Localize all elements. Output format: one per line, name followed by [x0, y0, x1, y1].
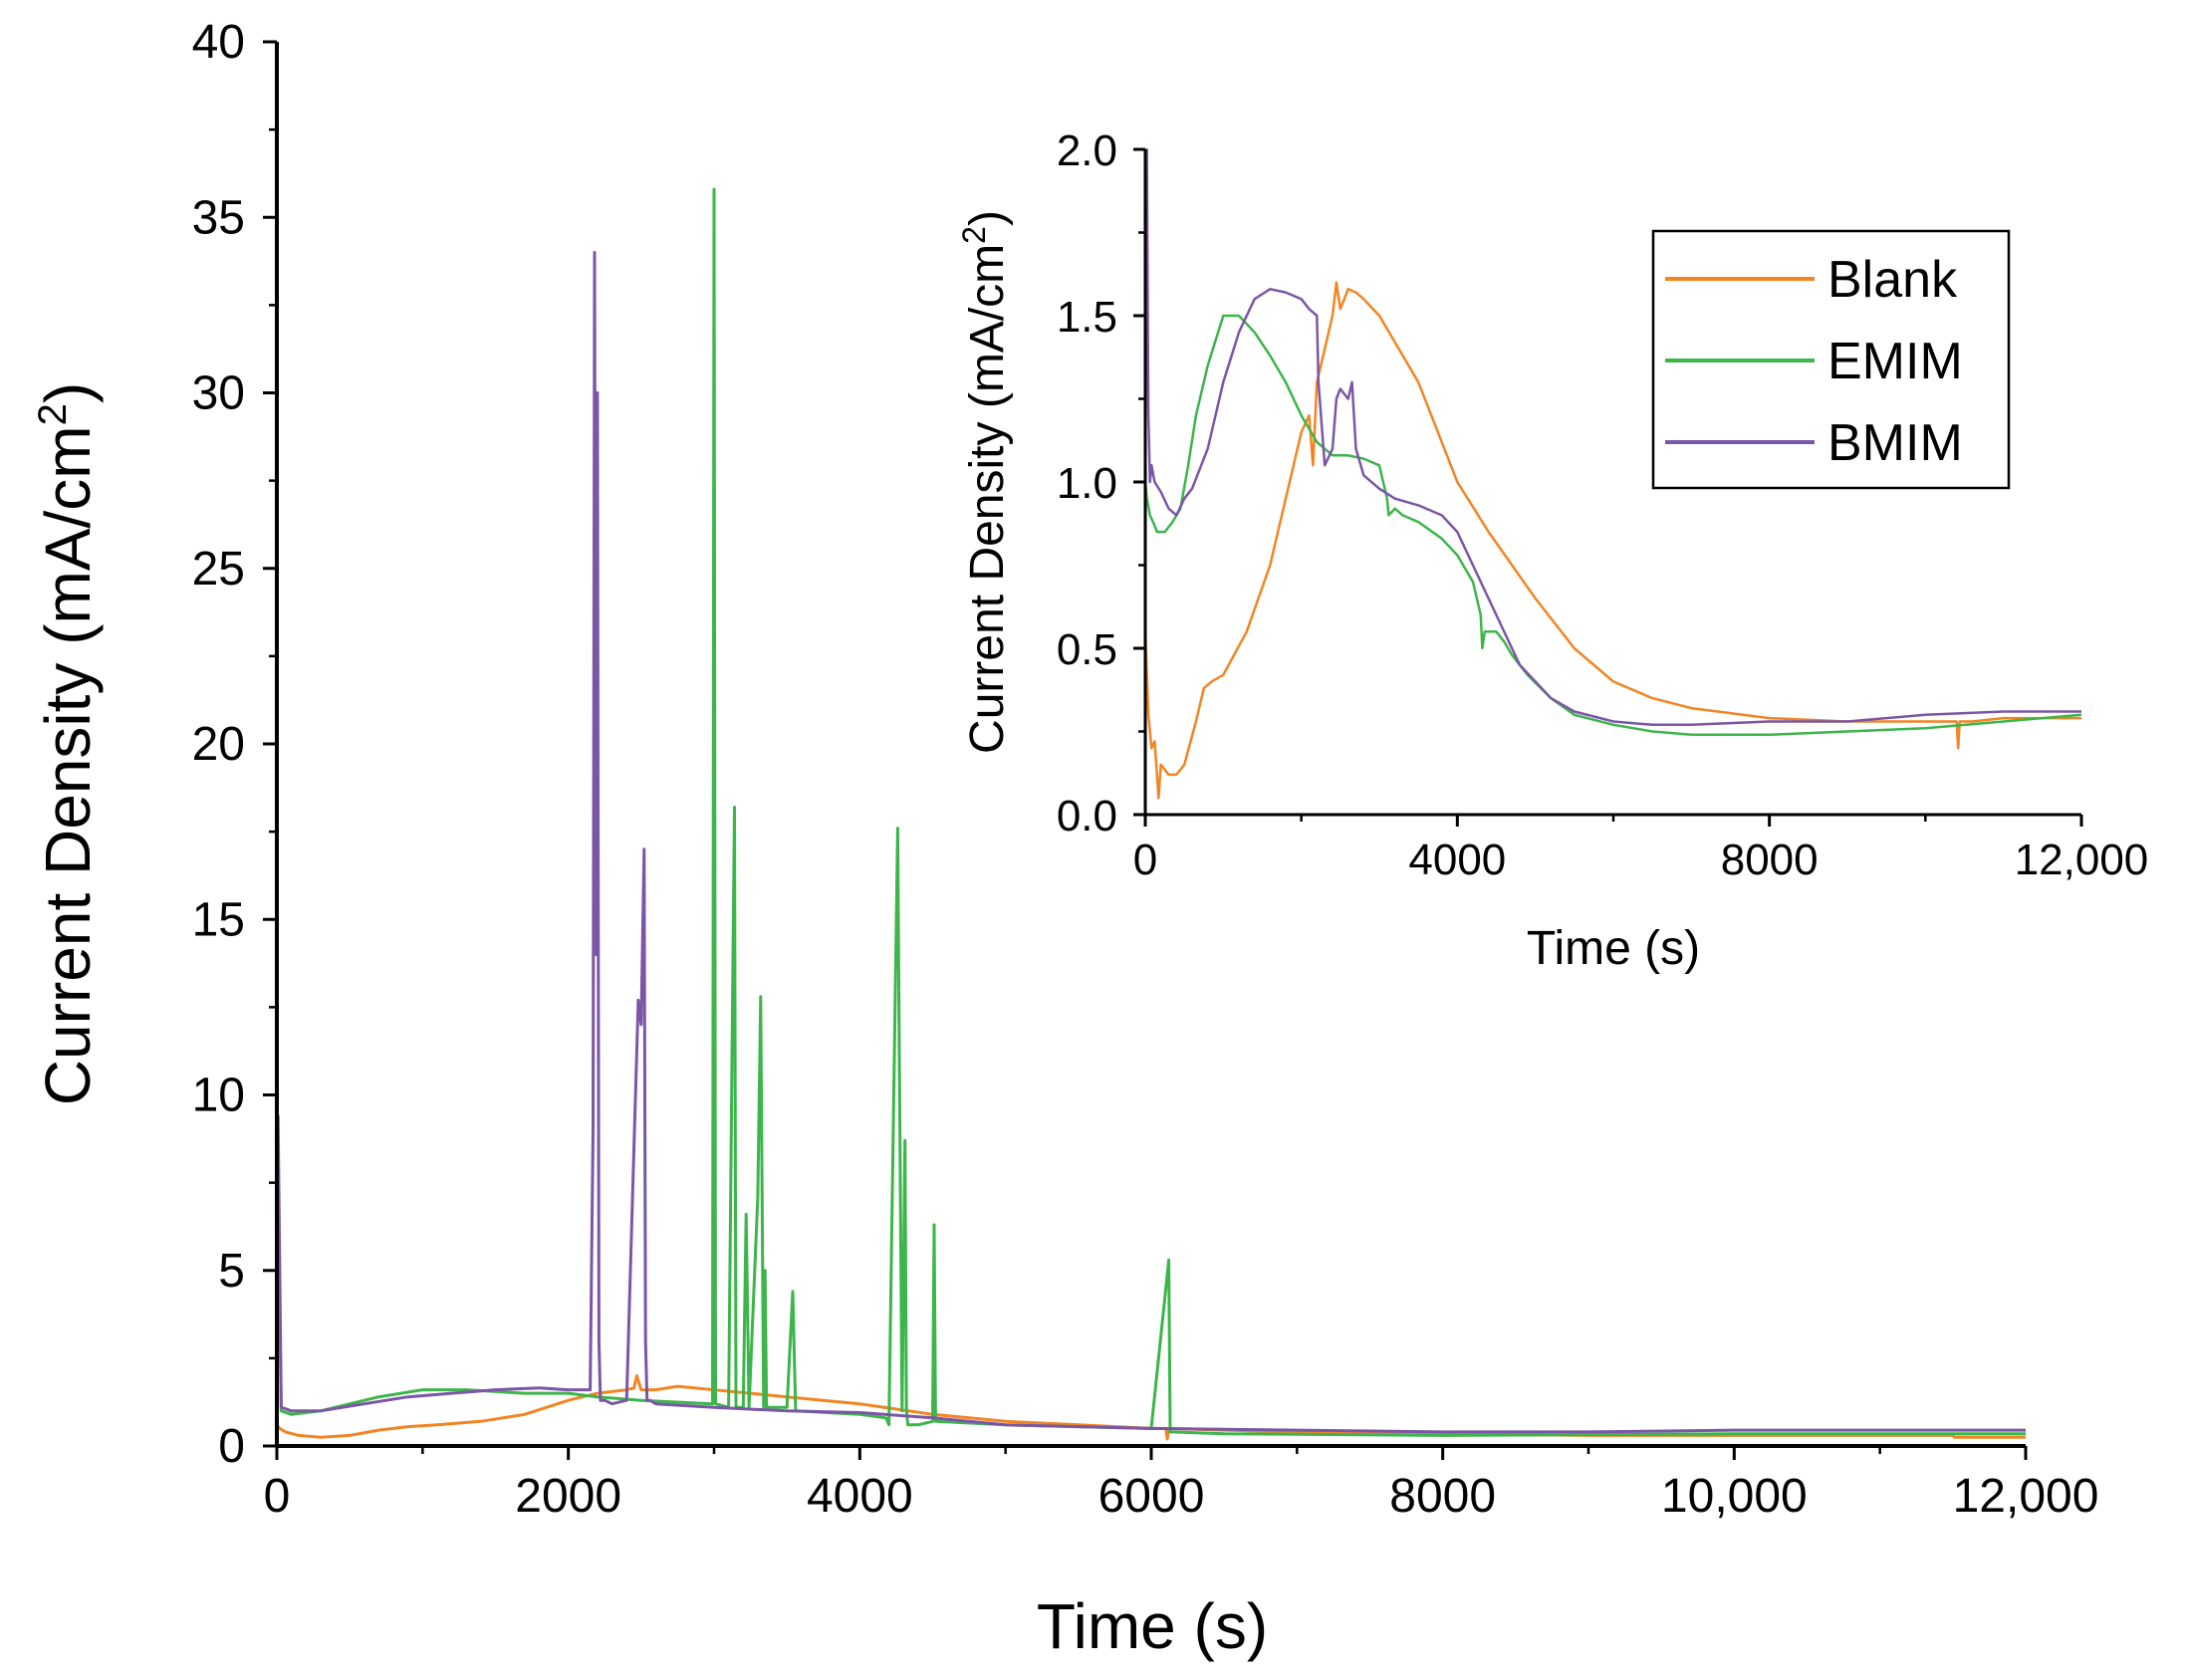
main-y-axis-title-text: Current Density (mA/cm	[32, 425, 104, 1105]
main-y-tick-label: 15	[192, 893, 245, 946]
main-series-emim	[275, 187, 2026, 1437]
main-x-tick-label: 6000	[1098, 1470, 1205, 1523]
main-y-tick-label: 35	[192, 191, 245, 244]
main-x-tick-label: 2000	[515, 1470, 621, 1523]
main-chart: 0 2000 4000 6000 8000 10,000 12,00005101520253…	[31, 16, 2098, 1662]
main-y-tick-label: 0	[218, 1420, 245, 1473]
inset-x-tick-label: 8000	[1721, 836, 1819, 884]
inset-y-tick-label: 2.0	[1057, 126, 1117, 175]
inset-y-tick-label: 0.0	[1057, 792, 1117, 840]
inset-ticks: 0 4000 8000 12,000 0.0 0.5 1.0 1.5 2.0	[1057, 126, 2148, 884]
main-y-tick-label: 30	[192, 367, 245, 420]
inset-y-tick-label: 0.5	[1057, 625, 1117, 674]
inset-x-tick-label: 0	[1133, 836, 1157, 884]
main-y-tick-label: 40	[192, 16, 245, 69]
inset-y-axis-title-text: Current Density (mA/cm	[961, 244, 1014, 754]
main-y-tick-label: 5	[218, 1245, 245, 1298]
main-x-tick-label: 0	[264, 1470, 291, 1523]
inset-y-axis-title-sup: 2	[956, 226, 992, 244]
main-y-tick-label: 25	[192, 543, 245, 596]
inset-y-axis-title: Current Density (mA/cm2)	[956, 210, 1014, 754]
main-x-axis-title: Time (s)	[1037, 1590, 1268, 1662]
inset-y-tick-label: 1.5	[1057, 293, 1117, 342]
inset-x-tick-label: 4000	[1408, 836, 1506, 884]
main-x-tick-label: 4000	[807, 1470, 913, 1523]
main-y-axis-title-sup: 2	[31, 403, 75, 425]
main-series-bmim	[275, 251, 2026, 1434]
main-y-tick-label: 10	[192, 1070, 245, 1122]
legend-label-bmim: BMIM	[1827, 414, 1963, 472]
inset-y-axis-title-close: )	[961, 210, 1014, 226]
main-y-tick-label: 20	[192, 718, 245, 771]
legend: Blank EMIM BMIM	[1651, 229, 2011, 490]
main-x-tick-label: 8000	[1389, 1470, 1496, 1523]
inset-series-emim	[1143, 314, 2082, 737]
main-x-tick-label: 10,000	[1661, 1470, 1808, 1523]
main-y-axis-title-close: )	[32, 382, 104, 403]
main-ticks: 0 2000 4000 6000 8000 10,000 12,00005101520253…	[192, 16, 2099, 1523]
main-x-tick-label: 12,000	[1953, 1470, 2099, 1523]
inset-series-bmim	[1143, 147, 2081, 727]
main-y-axis-title: Current Density (mA/cm2)	[31, 382, 104, 1105]
inset-x-axis-title: Time (s)	[1527, 922, 1700, 975]
legend-label-blank: Blank	[1827, 251, 1958, 309]
main-series-group	[275, 187, 2026, 1441]
legend-label-emim: EMIM	[1827, 333, 1963, 390]
inset-x-tick-label: 12,000	[2015, 836, 2149, 884]
inset-y-tick-label: 1.0	[1057, 459, 1117, 508]
main-series-blank	[275, 1374, 2026, 1441]
inset-series-group	[1143, 147, 2082, 800]
